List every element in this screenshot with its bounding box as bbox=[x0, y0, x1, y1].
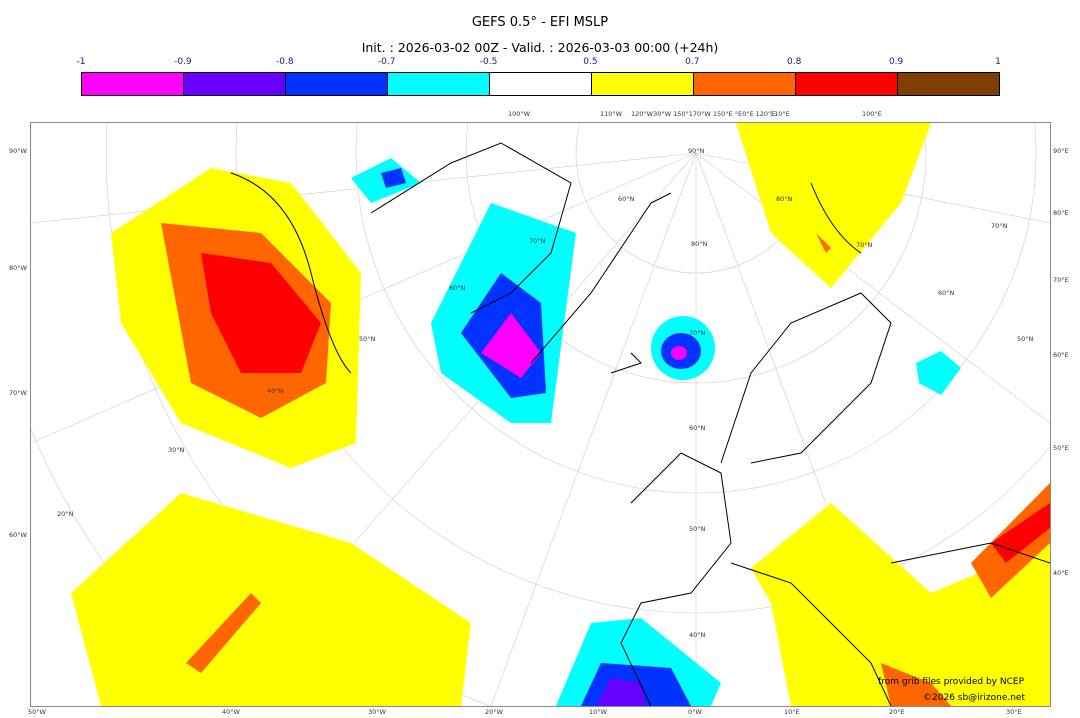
axis-label: 60°N bbox=[449, 284, 466, 292]
colorbar bbox=[81, 72, 1000, 96]
axis-label: 60°N bbox=[938, 289, 955, 297]
colorbar-bin bbox=[490, 73, 592, 95]
axis-label: 70°N bbox=[991, 222, 1008, 230]
axis-label: 30°E bbox=[1006, 708, 1022, 716]
axis-label: 50°W bbox=[28, 708, 46, 716]
axis-label: 90°N bbox=[688, 147, 705, 155]
map-title: GEFS 0.5° - EFI MSLP bbox=[471, 15, 609, 30]
negative-anomalies bbox=[351, 158, 961, 706]
map-area: 90°N 80°N 70°N 60°N 50°N 40°N 30°N 20°N 70°N 60°N… bbox=[30, 122, 1051, 707]
axis-label: 80°W bbox=[9, 264, 27, 272]
axis-label: 90°E bbox=[1053, 147, 1069, 155]
axis-label: 80°N bbox=[776, 195, 793, 203]
colorbar-bin bbox=[286, 73, 388, 95]
axis-label: 0°W bbox=[688, 708, 702, 716]
axis-label: 20°N bbox=[57, 510, 74, 518]
axis-label: 70°E bbox=[1053, 276, 1069, 284]
colorbar-bin bbox=[184, 73, 286, 95]
axis-label: 10°E bbox=[784, 708, 800, 716]
axis-label: 50°E bbox=[1053, 444, 1069, 452]
credit-source: from grib files provided by NCEP bbox=[878, 677, 1024, 688]
axis-label: 50°N bbox=[359, 335, 376, 343]
positive-anomalies bbox=[71, 123, 1050, 706]
colorbar-tick: -1 bbox=[76, 57, 86, 67]
axis-label: 80°N bbox=[691, 240, 708, 248]
map-subtitle: Init. : 2026-03-02 00Z - Valid. : 2026-0… bbox=[361, 40, 719, 55]
axis-label: 40°W bbox=[222, 708, 240, 716]
axis-label: 40°E bbox=[1053, 569, 1069, 577]
colorbar-bin bbox=[82, 73, 184, 95]
axis-label: 70°W bbox=[9, 389, 27, 397]
axis-label: 120°W30°W 150°170°W 150°E °E0°E 120°E bbox=[631, 110, 776, 118]
axis-label: 110°W bbox=[600, 110, 623, 118]
axis-label: 20°W bbox=[485, 708, 503, 716]
colorbar-bin bbox=[796, 73, 898, 95]
axis-label: 20°E bbox=[889, 708, 905, 716]
colorbar-tick: -0.5 bbox=[479, 57, 498, 67]
axis-label: 100°E bbox=[862, 110, 882, 118]
colorbar-tick: 0.7 bbox=[685, 57, 700, 67]
colorbar-tick: -0.7 bbox=[377, 57, 396, 67]
colorbar-tick: -0.9 bbox=[174, 57, 192, 67]
axis-label: 90°W bbox=[9, 147, 27, 155]
colorbar-bin bbox=[592, 73, 694, 95]
colorbar-tick: 0.8 bbox=[787, 57, 802, 67]
axis-label: 70°N bbox=[689, 329, 706, 337]
axis-label: 70°N bbox=[856, 241, 873, 249]
axis-label: 60°E bbox=[1053, 351, 1069, 359]
axis-label: 50°N bbox=[1017, 335, 1034, 343]
credit-copyright: ©2026 sb@irizone.net bbox=[923, 693, 1025, 704]
axis-label: 80°E bbox=[1053, 209, 1069, 217]
colorbar-bin bbox=[388, 73, 490, 95]
colorbar-tick: -0.8 bbox=[275, 57, 294, 67]
axis-label: 60°N bbox=[618, 195, 635, 203]
coastlines bbox=[230, 142, 1050, 706]
axis-label: 70°N bbox=[529, 237, 546, 245]
colorbar-bin bbox=[898, 73, 999, 95]
axis-label: 50°N bbox=[689, 525, 706, 533]
axis-label: 100°W bbox=[508, 110, 531, 118]
axis-label: 60°W bbox=[9, 531, 27, 539]
colorbar-tick: 0.9 bbox=[888, 57, 904, 67]
colorbar-tick: 0.5 bbox=[583, 57, 598, 67]
axis-label: 40°N bbox=[267, 387, 284, 395]
colorbar-bin bbox=[694, 73, 796, 95]
axis-label: 110°E bbox=[770, 110, 790, 118]
axis-label: 30°W bbox=[368, 708, 386, 716]
axis-label: 10°W bbox=[589, 708, 607, 716]
axis-label: 30°N bbox=[168, 446, 185, 454]
efi-field bbox=[31, 123, 1050, 706]
axis-label: 40°N bbox=[689, 631, 706, 639]
colorbar-tick: 1 bbox=[995, 57, 1001, 67]
axis-label: 60°N bbox=[689, 424, 706, 432]
